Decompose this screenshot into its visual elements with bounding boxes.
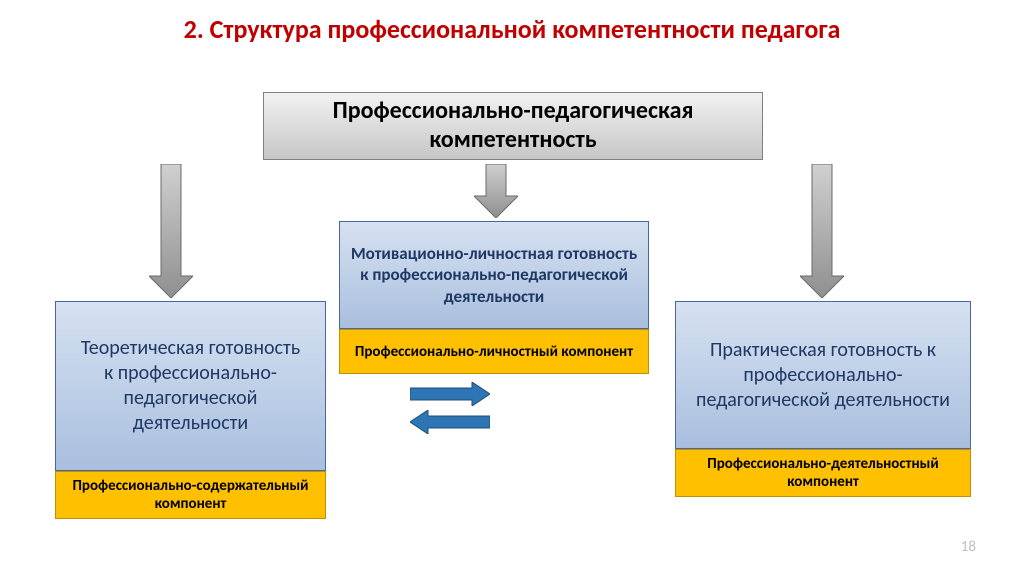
root-box: Профессионально-педагогическая компетент…: [263, 92, 763, 160]
center-blue-box: Мотивационно-личностная готовность к про…: [339, 221, 649, 329]
h-arrow-top: [410, 382, 490, 406]
root-box-text: Профессионально-педагогическая компетент…: [264, 97, 762, 155]
right-yellow-text: Профессионально-деятельностный компонент: [682, 455, 964, 491]
right-yellow-box: Профессионально-деятельностный компонент: [675, 449, 971, 497]
center-yellow-box: Профессионально-личностный компонент: [339, 329, 649, 374]
page-number-text: 18: [961, 538, 976, 556]
left-yellow-box: Профессионально-содержательный компонент: [55, 471, 326, 519]
right-blue-text: Практическая готовность к профессиональн…: [686, 338, 960, 413]
left-blue-box: Теоретическая готовность к профессиональ…: [55, 301, 326, 471]
slide-title-text: 2. Структура профессиональной компетентн…: [184, 13, 841, 45]
h-arrow-bottom: [410, 410, 490, 434]
page-number: 18: [961, 538, 976, 556]
left-yellow-text: Профессионально-содержательный компонент: [62, 477, 319, 513]
center-blue-text: Мотивационно-личностная готовность к про…: [350, 243, 638, 307]
arrow-down-center: [474, 164, 518, 218]
right-blue-box: Практическая готовность к профессиональн…: [675, 301, 971, 449]
left-blue-text: Теоретическая готовность к профессиональ…: [66, 336, 315, 436]
center-yellow-text: Профессионально-личностный компонент: [355, 343, 633, 361]
slide-title: 2. Структура профессиональной компетентн…: [0, 0, 1024, 45]
arrow-down-right: [800, 164, 844, 298]
arrow-down-left: [149, 164, 193, 298]
